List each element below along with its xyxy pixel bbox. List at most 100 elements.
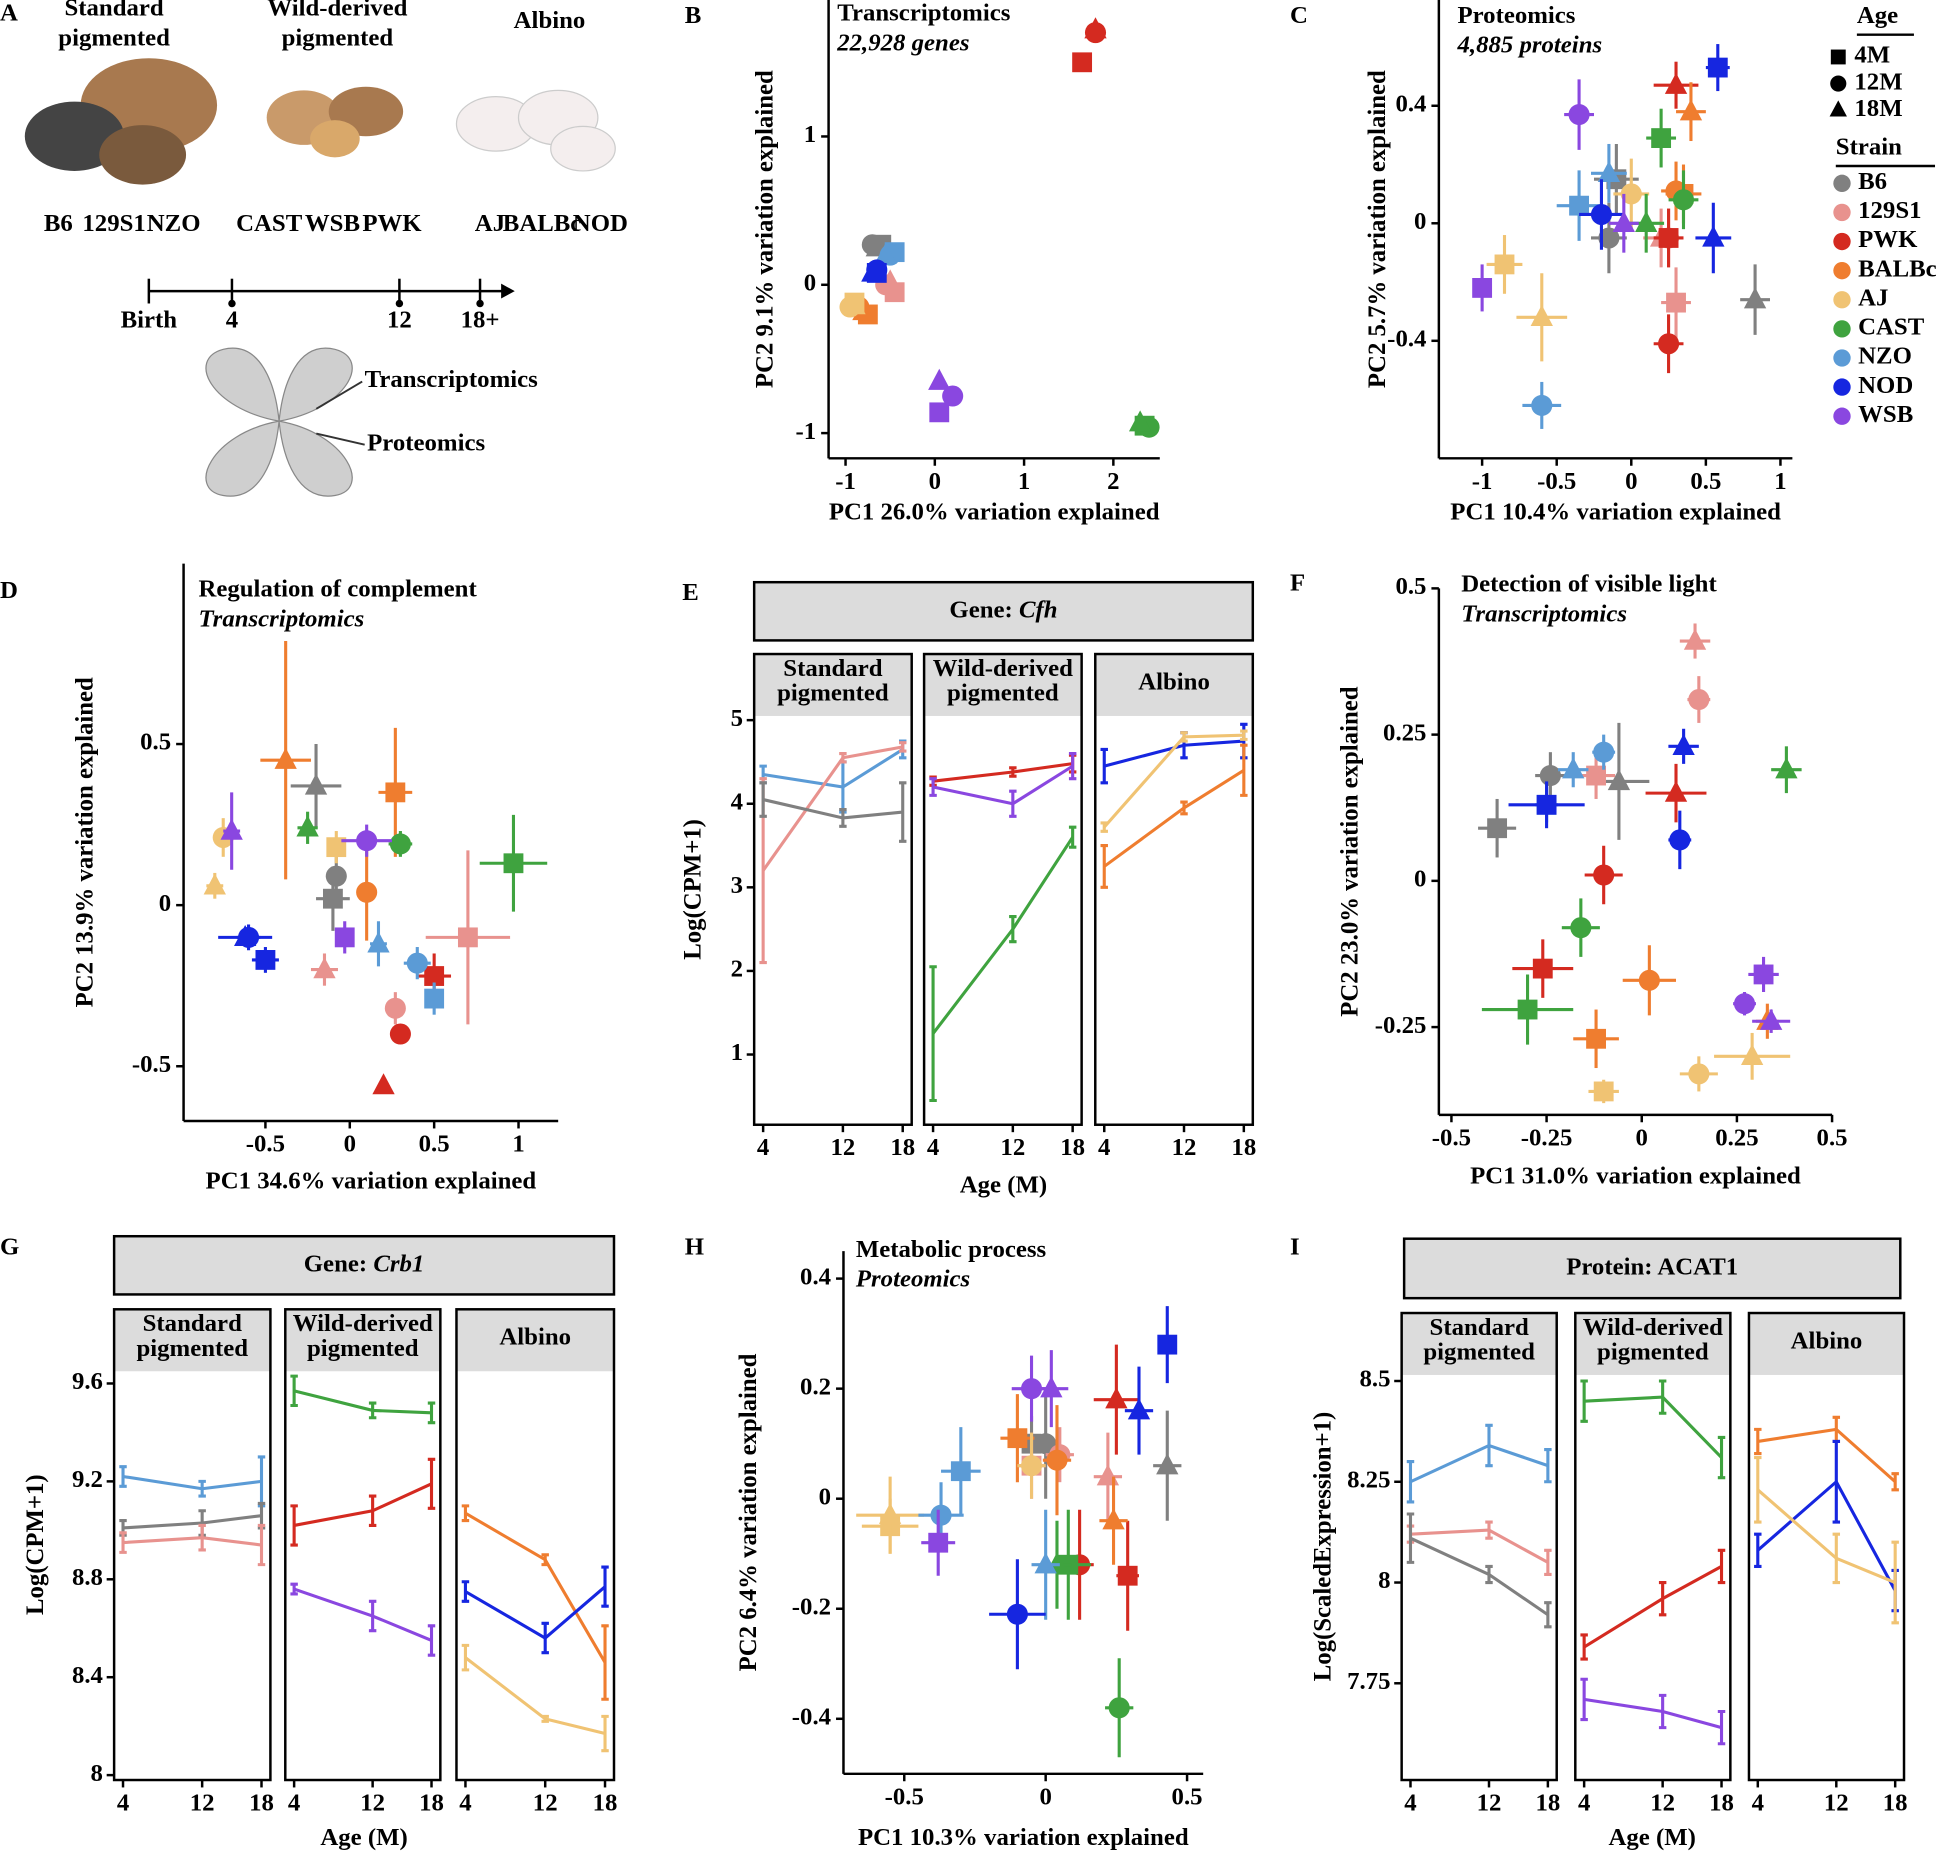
error-bar — [541, 1621, 549, 1655]
marker — [220, 818, 243, 840]
facet-border — [112, 1308, 272, 1782]
legend-swatch — [1833, 407, 1851, 425]
x-tick-label: 4 — [459, 1789, 471, 1816]
y-tick-label: 3 — [731, 872, 743, 899]
x-tick-label: 4 — [1578, 1789, 1590, 1816]
line — [1583, 1565, 1723, 1649]
marker — [1487, 818, 1508, 839]
output-label: Transcriptomics — [365, 366, 538, 393]
legend-swatch — [1833, 261, 1851, 280]
x-axis-label: Age (M) — [960, 1171, 1047, 1198]
x-tick-label: 0.5 — [1817, 1124, 1848, 1151]
y-axis-label: PC2 9.1% variation explained — [751, 70, 778, 388]
marker — [1532, 958, 1553, 979]
marker — [1530, 304, 1553, 326]
error-bar — [1544, 1548, 1552, 1577]
marker — [385, 782, 406, 803]
facet-strip — [924, 654, 1082, 716]
marker — [424, 988, 445, 1009]
marker — [1740, 1043, 1764, 1066]
facet-border — [1094, 652, 1255, 1126]
legend-swatch — [1833, 320, 1851, 338]
marker — [1664, 72, 1688, 94]
marker — [1040, 1376, 1063, 1398]
y-tick-label: 7.75 — [1347, 1668, 1390, 1695]
chart-title: Transcriptomics — [837, 0, 1010, 27]
facet-label: Standard — [1430, 1314, 1529, 1341]
x-tick-label: 12 — [1824, 1789, 1849, 1816]
error-bar — [461, 1643, 470, 1672]
x-tick-label: 4 — [757, 1134, 769, 1161]
strain-name: CAST — [236, 210, 303, 237]
marker — [861, 260, 884, 282]
error-bar — [1240, 729, 1248, 741]
x-tick-label: 18 — [593, 1789, 618, 1816]
marker — [1020, 1455, 1043, 1477]
y-tick-label: -0.5 — [132, 1051, 171, 1078]
chart-subtitle: Transcriptomics — [198, 605, 364, 632]
marker — [1117, 1565, 1138, 1586]
marker — [1006, 1603, 1028, 1625]
x-tick-label: 4 — [117, 1789, 129, 1816]
y-tick-label: -0.4 — [1387, 325, 1426, 352]
error-bar — [1485, 1564, 1493, 1585]
error-bar — [1754, 1532, 1762, 1568]
marker — [1590, 203, 1612, 225]
error-bar — [1009, 766, 1017, 778]
error-bar — [1658, 1580, 1667, 1617]
x-tick-label: 4 — [1752, 1789, 1764, 1816]
marker — [874, 242, 897, 264]
marker — [1034, 1552, 1057, 1574]
x-tick-label: 0 — [344, 1130, 356, 1157]
marker — [304, 773, 328, 795]
legend-label: WSB — [1858, 401, 1913, 428]
y-tick-label: 8.4 — [72, 1662, 103, 1689]
y-tick-label: 0 — [1414, 866, 1426, 893]
marker — [457, 927, 478, 948]
marker — [1658, 228, 1679, 248]
facet-label: pigmented — [307, 1335, 419, 1362]
error-bar — [1485, 1423, 1493, 1468]
x-tick-label: 18 — [1535, 1789, 1560, 1816]
x-tick-label: 12 — [1477, 1789, 1502, 1816]
y-tick-label: 0 — [804, 269, 816, 296]
facet-label: Albino — [499, 1324, 571, 1351]
marker — [1007, 1428, 1028, 1449]
marker — [1672, 189, 1695, 211]
y-tick-label: 8.8 — [72, 1564, 103, 1591]
marker — [1829, 100, 1847, 117]
panel-label: G — [0, 1233, 19, 1260]
marker — [1128, 410, 1152, 432]
marker — [356, 830, 378, 852]
marker — [1775, 757, 1798, 779]
x-tick-label: 18 — [1709, 1789, 1734, 1816]
arrow — [316, 432, 365, 446]
strain-name: NZO — [147, 210, 201, 237]
y-tick-label: 4 — [731, 788, 743, 815]
facet-border — [284, 1308, 442, 1782]
timeline-label: Birth — [121, 307, 178, 334]
marker — [1156, 1453, 1179, 1475]
error-bar — [1180, 731, 1188, 743]
marker — [1669, 829, 1691, 851]
x-tick-label: 4 — [1098, 1134, 1110, 1161]
group-title: Albino — [514, 7, 586, 34]
marker — [1688, 1063, 1710, 1085]
error-bar — [541, 1553, 549, 1567]
header-strip — [1402, 1237, 1902, 1300]
error-bar — [290, 1504, 298, 1547]
legend-label: CAST — [1858, 314, 1925, 341]
legend-swatch — [1833, 378, 1851, 396]
x-axis-label: PC1 34.6% variation explained — [206, 1168, 537, 1195]
line — [762, 748, 904, 789]
y-axis-label: PC2 5.7% variation explained — [1364, 70, 1391, 388]
y-tick-label: 8.25 — [1347, 1466, 1390, 1493]
y-axis-label: PC2 6.4% variation explained — [735, 1353, 762, 1671]
marker — [1570, 917, 1592, 939]
marker — [1607, 769, 1631, 791]
line — [1409, 1443, 1549, 1484]
line — [293, 1389, 432, 1415]
strain-name: B6 — [44, 210, 73, 237]
marker — [389, 833, 411, 855]
marker — [384, 997, 406, 1019]
